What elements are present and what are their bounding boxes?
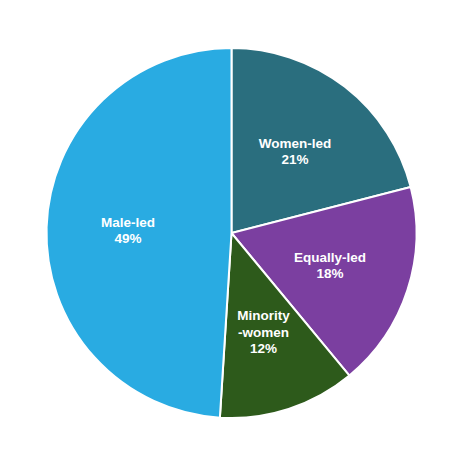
svg-text:Women-led21%: Women-led21% (259, 136, 332, 167)
svg-text:Male-led49%: Male-led49% (101, 214, 155, 245)
svg-text:Minority-women12%: Minority-women12% (237, 308, 290, 355)
svg-text:Equally-led18%: Equally-led18% (294, 249, 366, 280)
